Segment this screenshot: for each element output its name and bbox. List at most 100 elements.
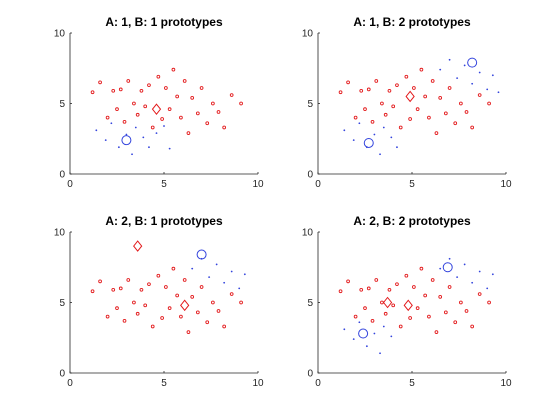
class-b-prototype: [442, 262, 453, 273]
class-a-point: [453, 121, 458, 126]
x-tick-label: 0: [67, 378, 73, 389]
class-b-point: [155, 132, 158, 135]
class-a-point: [211, 300, 215, 305]
class-a-point: [90, 90, 95, 95]
class-b-point: [95, 129, 98, 132]
class-a-point: [156, 74, 161, 79]
class-a-point: [470, 324, 475, 329]
class-a-point: [487, 101, 491, 106]
class-a-point: [122, 119, 127, 124]
x-tick-label: 5: [161, 179, 167, 190]
class-a-point: [175, 94, 180, 99]
class-a-point: [387, 287, 392, 292]
class-b-point: [379, 153, 381, 156]
class-a-point: [111, 88, 116, 93]
class-a-point: [135, 112, 140, 117]
class-a-point: [164, 86, 168, 90]
class-b-point: [131, 153, 133, 156]
class-a-point: [470, 125, 475, 130]
x-tick-label: 5: [409, 179, 415, 190]
class-a-point: [118, 87, 123, 92]
class-b-point: [343, 328, 346, 331]
y-tick-label: 5: [307, 99, 313, 110]
class-a-point: [464, 309, 469, 313]
class-a-point: [195, 310, 200, 315]
class-a-point: [164, 285, 168, 289]
class-a-point: [98, 279, 102, 284]
class-a-point: [380, 101, 384, 106]
class-a-point: [427, 115, 431, 120]
class-b-point: [230, 270, 233, 273]
class-a-point: [404, 74, 409, 79]
class-b-point: [238, 287, 241, 290]
class-b-point: [365, 345, 368, 348]
class-b-point: [352, 338, 355, 341]
class-a-point: [199, 285, 204, 289]
subplot-a2-b2: A: 2, B: 2 prototypes 0 5 10 0 5 10: [302, 214, 512, 389]
class-a-point: [408, 316, 412, 320]
class-a-point: [115, 107, 119, 111]
class-a-point: [171, 266, 176, 271]
class-b-point: [117, 146, 120, 149]
class-b-point: [390, 335, 393, 338]
class-b-point: [104, 139, 107, 142]
class-a-point: [239, 101, 243, 106]
class-a-point: [186, 330, 191, 334]
x-tick-label: 0: [315, 179, 321, 190]
y-tick-label: 10: [302, 228, 314, 239]
class-a-point: [380, 300, 384, 305]
class-b-point: [463, 64, 466, 67]
class-a-point: [229, 292, 234, 296]
class-a-point: [419, 67, 424, 72]
class-a-point: [430, 278, 435, 282]
x-tick-label: 10: [252, 378, 264, 389]
class-a-point: [222, 125, 227, 130]
class-a-point: [205, 121, 210, 126]
class-a-point: [370, 119, 375, 124]
y-tick-label: 10: [54, 228, 66, 239]
subplot-a2-b1: A: 2, B: 1 prototypes 0 5 10 0 5 10: [54, 214, 264, 389]
class-a-point: [453, 320, 458, 325]
class-a-prototype: [405, 90, 415, 103]
y-tick-label: 10: [302, 29, 314, 40]
class-b-point: [110, 122, 113, 125]
class-a-point: [366, 286, 371, 291]
class-a-prototype: [151, 103, 162, 115]
class-a-point: [239, 300, 243, 305]
class-a-point: [167, 306, 172, 310]
class-a-point: [370, 318, 375, 323]
class-a-point: [167, 107, 172, 111]
class-b-point: [456, 77, 459, 80]
class-a-point: [434, 131, 439, 135]
class-a-point: [395, 83, 399, 88]
class-b-point: [243, 273, 246, 276]
class-b-point: [142, 136, 145, 139]
x-tick-label: 10: [252, 179, 264, 190]
class-b-point: [491, 273, 494, 276]
class-a-point: [427, 314, 431, 319]
axes-frame: [317, 232, 506, 374]
class-a-point: [412, 86, 416, 90]
class-b-point: [382, 126, 385, 129]
x-tick-label: 0: [315, 378, 321, 389]
class-b-point: [125, 133, 128, 136]
class-a-point: [434, 330, 439, 334]
class-a-point: [419, 266, 424, 271]
y-tick-label: 0: [59, 369, 65, 380]
class-b-point: [456, 276, 459, 279]
class-a-point: [464, 110, 469, 114]
class-a-point: [443, 310, 448, 315]
class-b-point: [134, 126, 137, 129]
class-a-point: [199, 86, 204, 90]
class-b-point: [497, 91, 500, 94]
subplot-title: A: 1, B: 2 prototypes: [353, 15, 471, 29]
class-b-point: [390, 136, 393, 139]
class-b-point: [168, 147, 171, 150]
class-b-point: [448, 257, 451, 260]
class-b-point: [163, 125, 165, 127]
class-a-point: [383, 311, 388, 316]
class-a-point: [126, 79, 131, 83]
class-a-point: [150, 324, 155, 329]
class-a-point: [338, 289, 343, 294]
